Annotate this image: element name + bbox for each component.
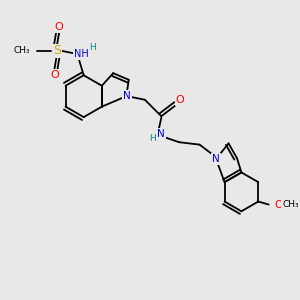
Text: NH: NH xyxy=(74,49,89,59)
Text: H: H xyxy=(149,134,156,143)
Text: O: O xyxy=(176,95,184,105)
Text: O: O xyxy=(50,70,59,80)
Text: N: N xyxy=(123,91,131,101)
Text: H: H xyxy=(89,43,96,52)
Text: O: O xyxy=(274,200,283,210)
Text: CH₃: CH₃ xyxy=(282,200,299,209)
Text: S: S xyxy=(53,44,61,57)
Text: N: N xyxy=(158,129,165,139)
Text: CH₃: CH₃ xyxy=(14,46,31,55)
Text: N: N xyxy=(212,154,220,164)
Text: O: O xyxy=(55,22,64,32)
